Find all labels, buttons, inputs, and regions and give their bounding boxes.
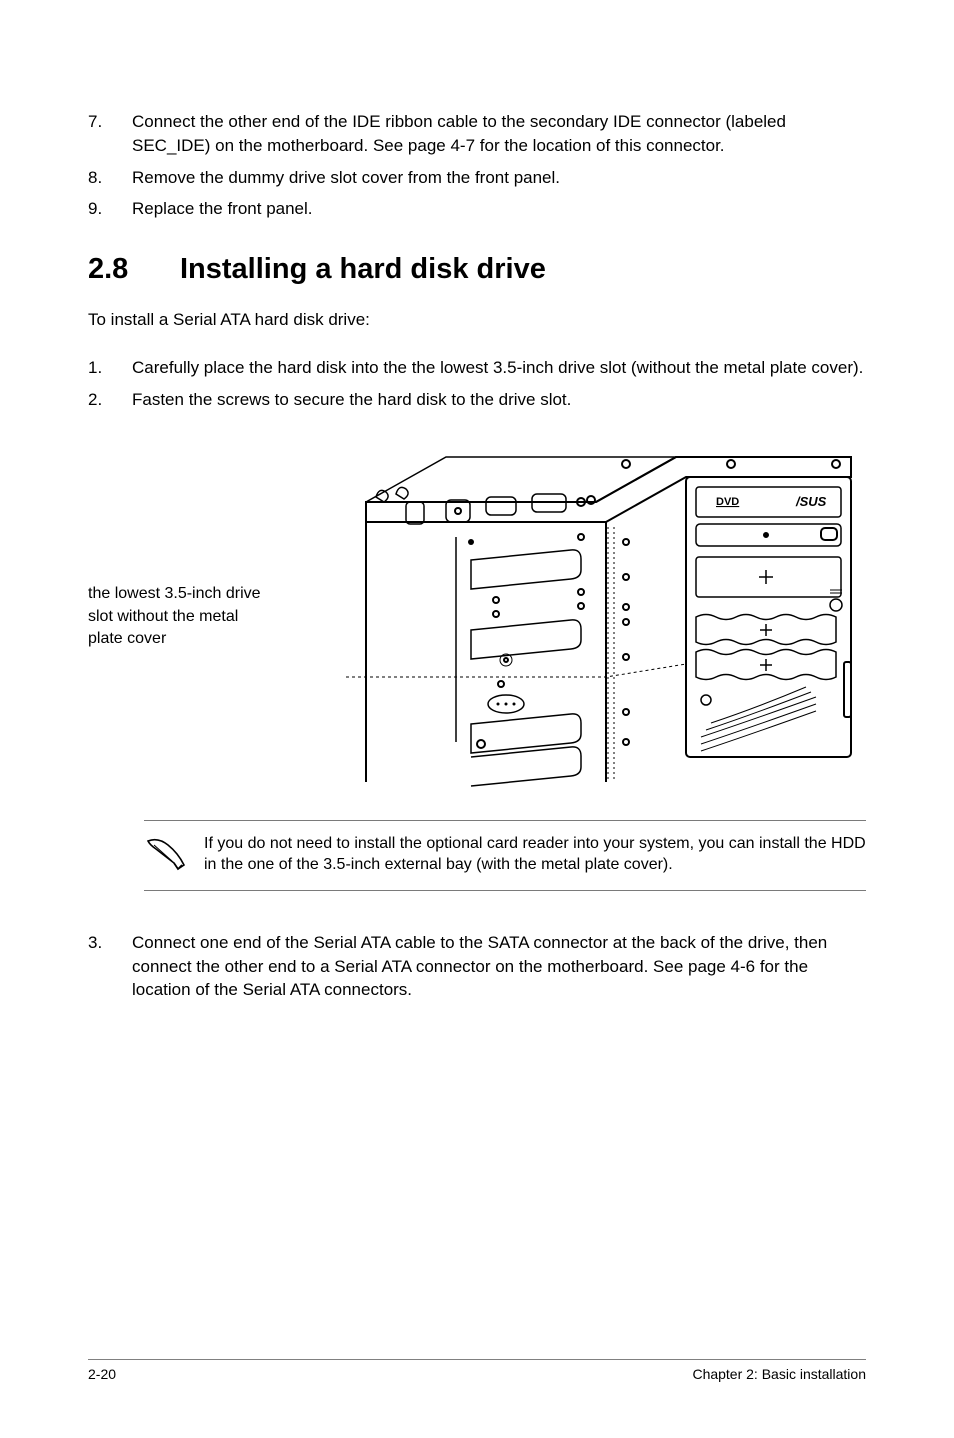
steps-list-a: 1. Carefully place the hard disk into th… bbox=[88, 356, 866, 412]
section-number: 2.8 bbox=[88, 253, 180, 286]
list-number: 1. bbox=[88, 356, 132, 380]
intro-text: To install a Serial ATA hard disk drive: bbox=[88, 310, 866, 330]
list-item: 9. Replace the front panel. bbox=[88, 197, 866, 221]
list-text: Connect one end of the Serial ATA cable … bbox=[132, 931, 866, 1002]
list-item: 1. Carefully place the hard disk into th… bbox=[88, 356, 866, 380]
chapter-label: Chapter 2: Basic installation bbox=[692, 1366, 866, 1382]
list-text: Connect the other end of the IDE ribbon … bbox=[132, 110, 866, 158]
list-number: 8. bbox=[88, 166, 132, 190]
list-item: 2. Fasten the screws to secure the hard … bbox=[88, 388, 866, 412]
list-item: 8. Remove the dummy drive slot cover fro… bbox=[88, 166, 866, 190]
top-numbered-list: 7. Connect the other end of the IDE ribb… bbox=[88, 110, 866, 221]
list-item: 7. Connect the other end of the IDE ribb… bbox=[88, 110, 866, 158]
note-box: If you do not need to install the option… bbox=[144, 820, 866, 891]
steps-list-b: 3. Connect one end of the Serial ATA cab… bbox=[88, 931, 866, 1002]
svg-text:DVD: DVD bbox=[716, 496, 739, 508]
figure-caption: the lowest 3.5-inch drive slot without t… bbox=[88, 583, 288, 650]
list-text: Carefully place the hard disk into the t… bbox=[132, 356, 866, 380]
list-text: Replace the front panel. bbox=[132, 197, 866, 221]
list-number: 2. bbox=[88, 388, 132, 412]
page-footer: 2-20 Chapter 2: Basic installation bbox=[88, 1359, 866, 1382]
note-text: If you do not need to install the option… bbox=[204, 833, 866, 876]
section-heading: 2.8 Installing a hard disk drive bbox=[88, 253, 866, 286]
page-number: 2-20 bbox=[88, 1366, 116, 1382]
svg-text:/SUS: /SUS bbox=[795, 494, 827, 509]
drive-bay-illustration: DVD /SUS bbox=[346, 442, 866, 792]
list-number: 9. bbox=[88, 197, 132, 221]
figure-row: the lowest 3.5-inch drive slot without t… bbox=[88, 442, 866, 792]
list-text: Fasten the screws to secure the hard dis… bbox=[132, 388, 866, 412]
page: 7. Connect the other end of the IDE ribb… bbox=[0, 0, 954, 1438]
pencil-note-icon bbox=[144, 833, 204, 878]
figure-illustration: DVD /SUS bbox=[288, 442, 866, 792]
section-title: Installing a hard disk drive bbox=[180, 253, 866, 286]
list-text: Remove the dummy drive slot cover from t… bbox=[132, 166, 866, 190]
list-item: 3. Connect one end of the Serial ATA cab… bbox=[88, 931, 866, 1002]
list-number: 7. bbox=[88, 110, 132, 158]
list-number: 3. bbox=[88, 931, 132, 1002]
